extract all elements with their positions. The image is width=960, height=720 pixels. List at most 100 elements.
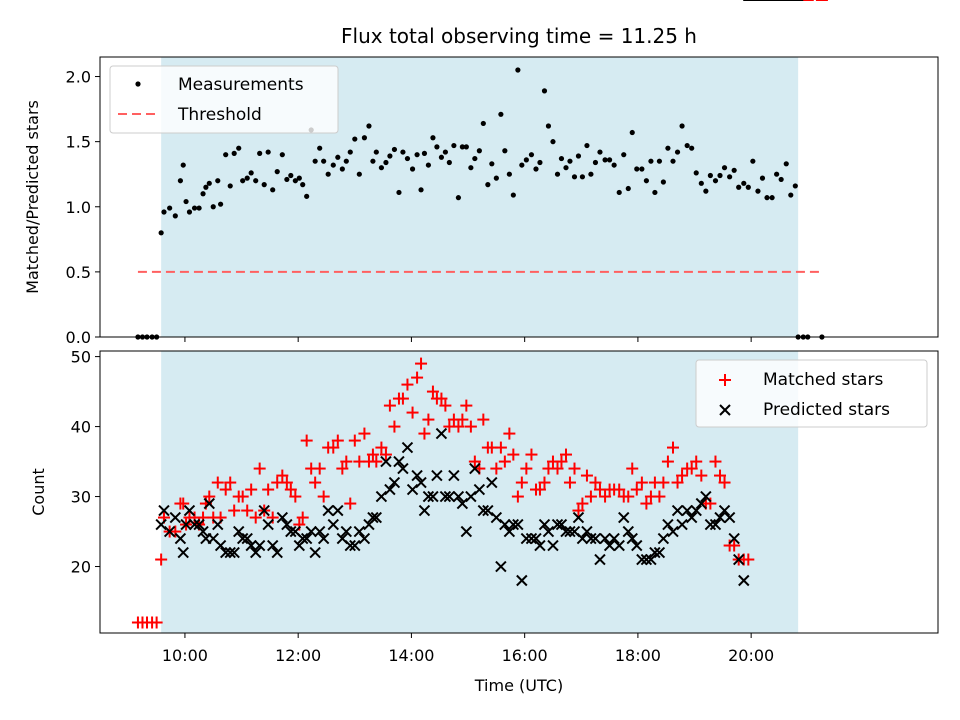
matched-star-point (383, 399, 396, 412)
legend-predicted-label: Predicted stars (763, 400, 890, 420)
measurement-point (634, 166, 640, 172)
measurement-point (378, 165, 385, 171)
predicted-stars-points (155, 0, 804, 587)
matched-star-point (568, 462, 581, 475)
predicted-star-point (358, 532, 371, 545)
measurement-point (545, 123, 552, 129)
matched-star-point (622, 490, 635, 503)
predicted-star-point (657, 532, 670, 545)
measurement-point (764, 195, 770, 201)
predicted-star-point (180, 518, 192, 531)
predicted-star-point (327, 518, 339, 531)
matched-star-point (266, 511, 279, 524)
matched-star-point (742, 553, 755, 566)
predicted-star-point (613, 539, 625, 552)
predicted-star-point (662, 518, 674, 531)
measurement-point (335, 154, 341, 160)
predicted-star-point (262, 518, 274, 531)
predicted-star-point (344, 539, 356, 552)
predicted-star-point (507, 518, 520, 531)
top-legend: Measurements Threshold (109, 65, 339, 134)
matched-star-point (155, 553, 168, 566)
matched-star-point (452, 420, 465, 433)
predicted-star-point (224, 546, 236, 559)
predicted-star-point (618, 511, 630, 524)
measurement-point (472, 155, 478, 162)
matched-star-point (714, 469, 727, 482)
measurement-point (528, 152, 535, 158)
predicted-star-point (631, 539, 643, 552)
measurement-point (592, 159, 599, 166)
matched-star-point (653, 490, 666, 503)
predicted-star-point (155, 518, 167, 531)
predicted-star-point (530, 532, 542, 545)
predicted-star-point (490, 511, 503, 524)
matched-star-point (388, 420, 401, 433)
predicted-star-point (367, 511, 379, 524)
predicted-star-point (422, 490, 435, 503)
measurement-point (558, 155, 565, 162)
predicted-star-point (258, 504, 270, 517)
matched-star-point (464, 420, 477, 433)
measurement-point (693, 170, 699, 176)
predicted-star-point (188, 518, 201, 531)
measurement-point (731, 167, 737, 173)
matched-star-point (559, 448, 572, 461)
measurement-point (563, 165, 569, 171)
measurement-point (206, 180, 212, 186)
matched-star-point (685, 462, 698, 475)
legend-threshold-label: Threshold (177, 105, 262, 125)
measurement-point (741, 180, 747, 186)
measurement-point (459, 144, 465, 150)
predicted-star-point (203, 497, 215, 510)
measurement-point (736, 184, 742, 190)
predicted-star-point (241, 532, 253, 545)
matched-star-point (379, 448, 392, 461)
measurement-point (158, 230, 164, 236)
measurement-point (656, 158, 663, 164)
bottom-y-ticks: 20 30 40 50 (71, 348, 100, 577)
predicted-star-point (431, 469, 443, 482)
matched-star-point (401, 378, 414, 391)
measurement-point (523, 157, 529, 163)
measurement-point (606, 157, 613, 163)
measurement-point (396, 189, 402, 196)
predicted-star-point (281, 518, 293, 531)
predicted-star-point (723, 511, 736, 524)
measurement-point (759, 175, 766, 181)
matched-star-point (228, 504, 241, 517)
matched-star-point (289, 490, 302, 503)
measurement-point (274, 169, 280, 175)
measurement-point (727, 174, 733, 180)
predicted-star-point (555, 518, 568, 531)
predicted-star-point (695, 497, 708, 510)
x-tick-label: 18:00 (615, 646, 661, 665)
measurement-point (321, 158, 327, 164)
predicted-star-point (626, 532, 638, 545)
matched-star-point (177, 497, 190, 510)
measurement-point (660, 179, 666, 185)
predicted-star-point (228, 546, 240, 559)
predicted-star-point (266, 539, 279, 552)
x-tick-label: 16:00 (502, 646, 548, 665)
measurement-point (584, 142, 590, 149)
matched-star-point (613, 483, 626, 496)
measurement-point (366, 123, 372, 129)
predicted-star-point (667, 525, 679, 538)
measurement-point (463, 144, 469, 150)
measurement-point (210, 204, 216, 210)
predicted-star-point (495, 560, 507, 573)
predicted-star-point (393, 455, 405, 468)
predicted-star-point (212, 518, 224, 531)
predicted-star-point (649, 546, 661, 559)
y-tick-label: 50 (71, 348, 91, 367)
measurement-point (571, 174, 578, 180)
matched-star-point (276, 469, 289, 482)
predicted-star-point (477, 504, 490, 517)
measurement-point (533, 166, 539, 172)
measurement-point (296, 175, 302, 181)
measurement-point (611, 162, 617, 168)
measurement-point (550, 139, 556, 145)
matched-star-point (327, 441, 340, 454)
matched-star-point (515, 476, 528, 489)
